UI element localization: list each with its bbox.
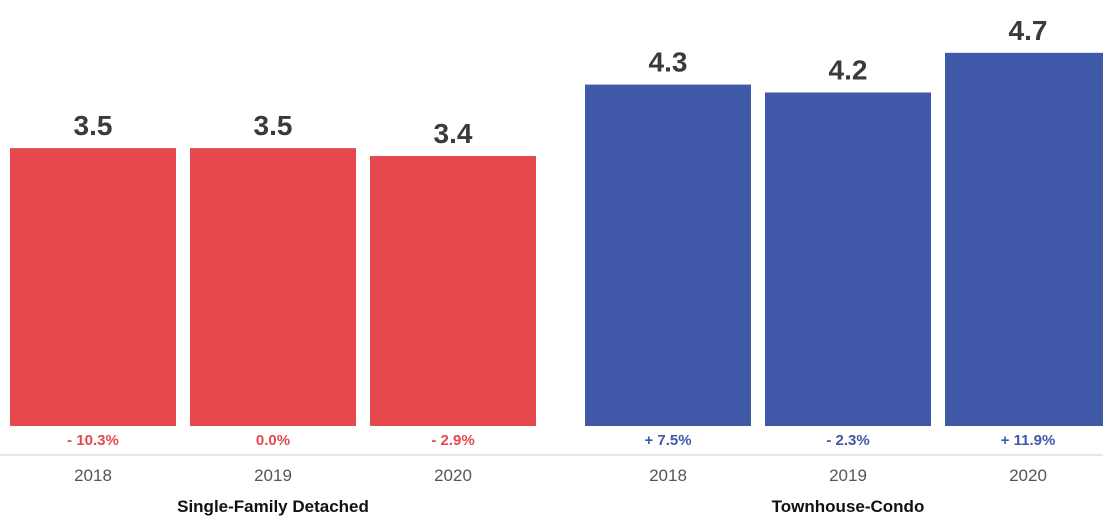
bar-single-family-2020 — [370, 156, 536, 427]
change-label-single-family-2019: 0.0% — [256, 432, 290, 449]
value-label-single-family-2020: 3.4 — [434, 118, 473, 149]
value-label-townhouse-condo-2018: 4.3 — [649, 47, 688, 78]
bars-layer — [10, 52, 1103, 427]
group-label-townhouse-condo: Townhouse-Condo — [772, 497, 925, 516]
year-tick-single-family-2020: 2020 — [434, 466, 472, 485]
value-label-single-family-2019: 3.5 — [254, 110, 293, 141]
group-label-single-family: Single-Family Detached — [177, 497, 369, 516]
change-label-single-family-2018: - 10.3% — [67, 432, 119, 449]
change-label-townhouse-condo-2018: + 7.5% — [644, 432, 691, 449]
year-tick-single-family-2018: 2018 — [74, 466, 112, 485]
value-label-single-family-2018: 3.5 — [74, 110, 113, 141]
year-tick-townhouse-condo-2020: 2020 — [1009, 466, 1047, 485]
year-tick-townhouse-condo-2018: 2018 — [649, 466, 687, 485]
bar-townhouse-condo-2020 — [945, 52, 1103, 426]
labels-layer: 3.5 - 10.3% 2018 3.5 0.0% 2019 3.4 - 2.9% 2020 4.… — [67, 15, 1055, 485]
year-tick-single-family-2019: 2019 — [254, 466, 292, 485]
year-tick-townhouse-condo-2019: 2019 — [829, 466, 867, 485]
change-label-townhouse-condo-2020: + 11.9% — [1001, 432, 1056, 449]
value-label-townhouse-condo-2019: 4.2 — [829, 55, 868, 86]
bar-townhouse-condo-2019 — [765, 92, 931, 427]
change-label-townhouse-condo-2019: - 2.3% — [826, 432, 869, 449]
change-label-single-family-2020: - 2.9% — [431, 432, 474, 449]
bar-single-family-2018 — [10, 148, 176, 426]
bar-townhouse-condo-2018 — [585, 84, 751, 426]
value-label-townhouse-condo-2020: 4.7 — [1009, 15, 1048, 46]
bar-single-family-2019 — [190, 148, 356, 426]
